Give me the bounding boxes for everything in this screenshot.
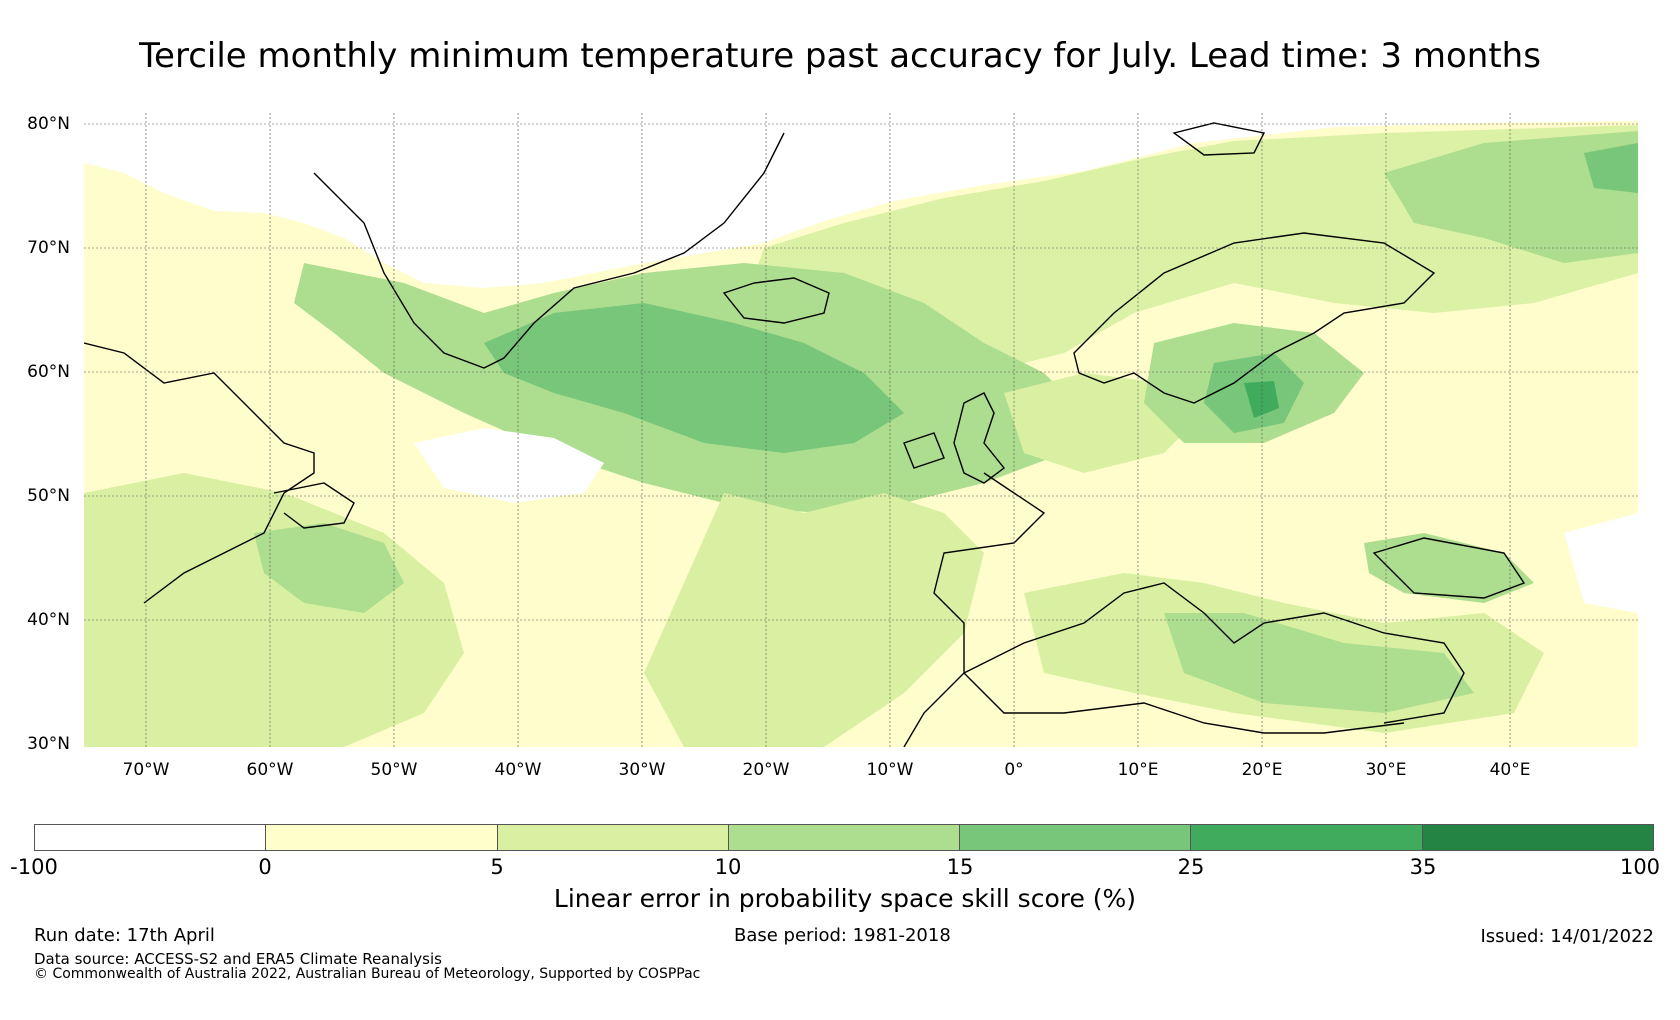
colorbar <box>34 824 1654 851</box>
baltic-peak <box>1244 381 1279 418</box>
lon-label-20e: 20°E <box>1241 760 1283 780</box>
mid-atlantic-negative-patch <box>414 428 604 503</box>
gridlines <box>84 113 1638 747</box>
lon-label-30w: 30°W <box>618 760 666 780</box>
colorbar-label: Linear error in probability space skill … <box>553 884 1137 913</box>
colorbar-tick: 25 <box>1177 855 1205 879</box>
colorbar-segment <box>1191 825 1423 850</box>
lon-label-10e: 10°E <box>1117 760 1159 780</box>
lat-label-60n: 60°N <box>27 362 70 382</box>
colorbar-tick: 100 <box>1619 855 1661 879</box>
colorbar-tick: 35 <box>1409 855 1437 879</box>
colorbar-segment <box>960 825 1192 850</box>
colorbar-tick: 5 <box>490 855 504 879</box>
skill-map <box>84 113 1638 747</box>
lon-label-0: 0° <box>1004 760 1024 780</box>
colorbar-segment <box>266 825 498 850</box>
lat-label-80n: 80°N <box>27 114 70 134</box>
colorbar-tick: 15 <box>946 855 974 879</box>
barents-sea-region <box>1384 131 1638 263</box>
colorbar-segment <box>497 825 729 850</box>
lon-label-50w: 50°W <box>370 760 418 780</box>
caspian-negative-patch <box>1564 513 1638 613</box>
lon-label-40w: 40°W <box>494 760 542 780</box>
lon-label-60w: 60°W <box>246 760 294 780</box>
colorbar-tick: 10 <box>714 855 742 879</box>
lat-label-40n: 40°N <box>27 610 70 630</box>
colorbar-segment <box>728 825 961 850</box>
barents-sea-core <box>1584 143 1638 193</box>
copyright-notice: © Commonwealth of Australia 2022, Austra… <box>34 966 701 982</box>
lon-label-30e: 30°E <box>1365 760 1407 780</box>
lon-label-40e: 40°E <box>1489 760 1531 780</box>
data-source: Data source: ACCESS-S2 and ERA5 Climate … <box>34 950 442 968</box>
lat-label-30n: 30°N <box>27 734 70 754</box>
base-period: Base period: 1981-2018 <box>734 925 951 946</box>
colorbar-segment <box>1422 825 1653 850</box>
lon-label-10w: 10°W <box>866 760 914 780</box>
colorbar-segment <box>35 825 267 850</box>
gulf-stream-patch <box>254 523 404 613</box>
subpolar-gyre-core <box>484 303 904 453</box>
colorbar-tick: 0 <box>258 855 272 879</box>
chart-title: Tercile monthly minimum temperature past… <box>139 36 1541 76</box>
colorbar-tick: -100 <box>10 855 58 879</box>
issued-date: Issued: 14/01/2022 <box>1480 926 1654 947</box>
run-date: Run date: 17th April <box>34 925 215 946</box>
map-panel <box>84 113 1638 747</box>
lon-label-70w: 70°W <box>122 760 170 780</box>
lat-label-50n: 50°N <box>27 486 70 506</box>
lat-label-70n: 70°N <box>27 238 70 258</box>
arctic-negative-region <box>84 113 1638 288</box>
lon-label-20w: 20°W <box>742 760 790 780</box>
